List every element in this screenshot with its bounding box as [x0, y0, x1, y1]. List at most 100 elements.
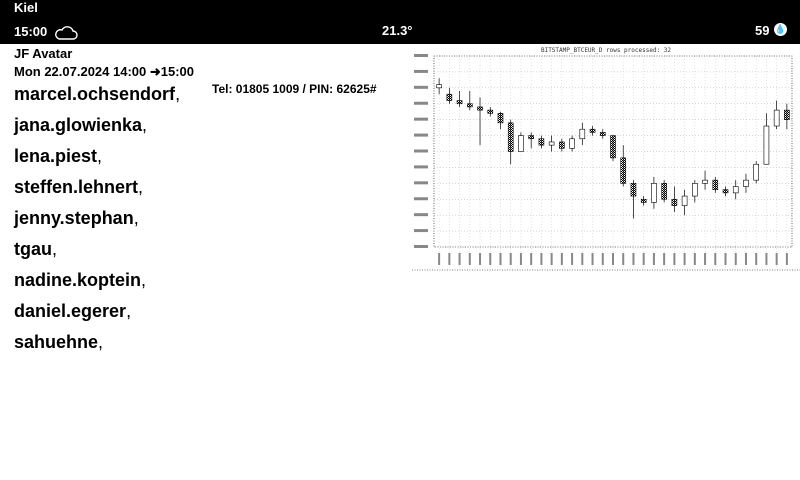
y-tick-label: [414, 69, 428, 73]
candle-body: [763, 125, 770, 165]
x-tick-label: [612, 253, 614, 265]
x-tick-label: [540, 253, 543, 265]
candle-body: [610, 135, 616, 159]
candle-body: [773, 109, 780, 127]
candle-body: [743, 179, 749, 187]
candle-body: [692, 183, 698, 197]
x-tick-label: [591, 253, 594, 265]
x-tick-label: [601, 253, 604, 265]
x-tick-label: [468, 253, 471, 265]
candle-body: [477, 106, 483, 111]
attendee: jana.glowienka,: [14, 115, 148, 135]
x-tick-label: [704, 253, 707, 265]
status-bar: Kiel 15:00 21.3° 59 💧: [0, 0, 800, 44]
attendee: lena.piest,: [14, 146, 103, 166]
y-tick-label: [414, 101, 428, 105]
attendee: jenny.stephan,: [14, 208, 139, 228]
candle-body: [466, 103, 473, 108]
candle-body: [671, 198, 678, 206]
x-tick-label: [785, 253, 788, 265]
candle-body: [436, 84, 442, 89]
candle-body: [579, 128, 586, 140]
y-tick-label: [414, 245, 428, 248]
x-tick-label: [550, 253, 553, 265]
dial-in-info: Tel: 01805 1009 / PIN: 62625#: [212, 82, 377, 96]
candle-body: [446, 93, 453, 101]
x-tick-label: [560, 253, 563, 265]
x-tick-label: [622, 253, 625, 265]
y-tick-label: [414, 133, 428, 137]
x-tick-label: [683, 253, 686, 265]
x-tick-label: [632, 253, 635, 265]
candle-body: [456, 100, 463, 105]
candle-body: [518, 135, 524, 152]
candle-body: [753, 163, 760, 181]
attendee: marcel.ochsendorf,: [14, 84, 181, 104]
y-tick-label: [414, 181, 428, 185]
candle-body: [640, 198, 647, 203]
cloud-icon: [55, 26, 78, 40]
x-tick-label: [652, 253, 655, 265]
temperature: 21.3°: [382, 23, 413, 38]
x-tick-label: [693, 253, 696, 265]
y-tick-label: [414, 197, 428, 201]
x-tick-label: [571, 253, 574, 265]
candle-body: [784, 109, 790, 120]
candle-body: [538, 138, 545, 146]
attendee: steffen.lehnert,: [14, 177, 144, 197]
x-tick-label: [438, 253, 441, 265]
y-tick-label: [414, 165, 428, 169]
candle-body: [620, 157, 627, 184]
candle-body: [651, 183, 657, 203]
x-tick-label: [734, 253, 737, 265]
droplet-icon: 💧: [774, 23, 787, 36]
candle-body: [559, 141, 565, 149]
x-tick-label: [581, 253, 584, 265]
candle-body: [681, 195, 688, 206]
x-tick-label: [765, 253, 768, 265]
meeting-title: JF Avatar: [14, 46, 73, 61]
candle-body: [712, 179, 719, 190]
candle-body: [507, 122, 514, 152]
humidity-value: 59: [755, 23, 770, 38]
y-tick-label: [414, 149, 428, 153]
clock-time: 15:00: [14, 24, 48, 39]
price-chart: BITSTAMP_BTCEUR_D rows processed: 32: [412, 47, 800, 271]
x-tick-label: [744, 253, 747, 265]
y-tick-label: [414, 54, 428, 57]
x-tick-label: [714, 253, 717, 265]
candle-body: [569, 138, 575, 149]
candle-body: [497, 113, 504, 124]
candle-body: [732, 186, 739, 194]
candle-body: [548, 141, 555, 146]
x-tick-label: [530, 253, 533, 265]
attendee: sahuehne,: [14, 332, 104, 352]
x-tick-label: [775, 253, 778, 265]
x-tick-label: [499, 253, 502, 265]
y-tick-label: [414, 213, 428, 217]
candle-body: [528, 135, 534, 140]
candle-body: [599, 132, 606, 136]
x-tick-label: [479, 253, 482, 265]
candle-body: [589, 128, 596, 133]
candle-body: [487, 109, 494, 114]
candle-body: [702, 179, 708, 184]
x-tick-label: [458, 253, 461, 265]
candle-body: [722, 189, 729, 194]
attendee-list: marcel.ochsendorf, jana.glowienka, lena.…: [14, 84, 214, 363]
meeting-time: Mon 22.07.2024 14:00 ➜15:00: [14, 64, 195, 79]
attendee: tgau,: [14, 239, 58, 259]
candle-body: [661, 183, 667, 200]
x-tick-label: [673, 253, 676, 265]
x-tick-label: [663, 253, 666, 265]
x-tick-label: [489, 253, 492, 265]
x-tick-label: [519, 253, 522, 265]
x-tick-label: [642, 253, 645, 265]
x-tick-label: [724, 253, 727, 265]
attendee: nadine.koptein,: [14, 270, 147, 290]
attendee: daniel.egerer,: [14, 301, 132, 321]
x-tick-label: [448, 253, 451, 265]
chart-title: BITSTAMP_BTCEUR_D rows processed: 32: [541, 47, 671, 54]
y-tick-label: [414, 229, 428, 233]
candle-body: [630, 183, 637, 197]
